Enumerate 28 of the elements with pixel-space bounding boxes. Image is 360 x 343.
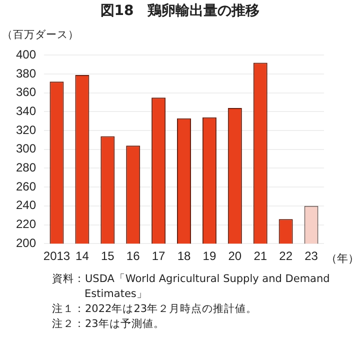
x-tick-label: 17 <box>152 249 166 264</box>
x-tick-label: 22 <box>279 249 293 264</box>
y-axis-title: （百万ダース） <box>2 28 79 42</box>
y-tick-label: 220 <box>16 217 36 232</box>
x-tick-label: 20 <box>228 249 242 264</box>
y-tick-label: 360 <box>16 85 36 100</box>
y-tick-label: 280 <box>16 160 36 175</box>
x-tick-label: 15 <box>100 249 115 264</box>
x-tick-label: 21 <box>254 249 268 264</box>
y-tick-label: 380 <box>16 66 36 80</box>
y-tick-label: 240 <box>16 198 36 212</box>
x-tick-label: 16 <box>126 249 140 264</box>
x-tick-label: 14 <box>76 249 90 264</box>
chart-title: 図18 鶏卵輸出量の推移 <box>99 2 261 20</box>
text: 注１：2022年は23年２月時点の推計値。 <box>52 302 258 317</box>
text: 注２：23年は予測値。 <box>52 317 166 332</box>
x-tick-label: 2013 <box>43 249 70 264</box>
y-tick-label: 200 <box>16 236 36 250</box>
text: 資料：USDA「World Agricultural Supply and Demand Estimates」 <box>52 272 331 302</box>
y-tick-label: 300 <box>16 142 36 156</box>
y-tick-label: 260 <box>16 179 36 194</box>
x-tick-label: 18 <box>177 249 192 264</box>
x-tick-label: 19 <box>202 249 216 264</box>
x-axis-title: （年） <box>326 252 359 265</box>
x-tick-label: 23 <box>304 249 318 264</box>
y-tick-label: 320 <box>16 122 36 137</box>
y-tick-label: 340 <box>16 104 36 118</box>
y-tick-label: 400 <box>16 48 36 62</box>
